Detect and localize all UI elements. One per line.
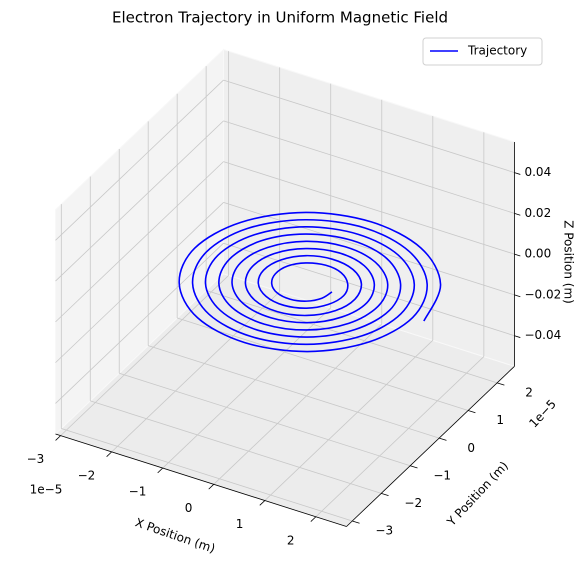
grid-line [223, 202, 515, 296]
z-axis-label: Z Position (m) [562, 220, 574, 304]
x-tick [259, 500, 266, 506]
x-offset-label: 1e−5 [30, 483, 63, 497]
x-tick [55, 435, 61, 441]
y-tick [381, 492, 389, 497]
y-tick-label: −3 [375, 524, 393, 538]
z-tick [514, 212, 521, 216]
z-tick-label: −0.02 [524, 287, 561, 301]
grid-line [55, 161, 224, 323]
grid-line [177, 317, 469, 411]
x-tick [208, 484, 215, 490]
z-tick [514, 253, 521, 257]
x-axis-label: X Position (m) [133, 515, 217, 555]
x-tick-label: −3 [27, 452, 45, 466]
z-tick-label: 0.02 [524, 206, 551, 220]
legend: Trajectory [422, 37, 543, 66]
grid-line [61, 428, 353, 522]
grid-line [315, 356, 485, 518]
y-offset-label: 1e−5 [526, 397, 559, 430]
x-tick-label: 0 [185, 501, 193, 515]
y-tick-label: 1 [496, 413, 504, 427]
grid-line [223, 79, 515, 173]
z-tick-label: −0.04 [524, 328, 561, 342]
x-axis-line [55, 433, 347, 527]
legend-label: Trajectory [467, 44, 527, 58]
x-tick [310, 516, 317, 522]
grid-line [60, 275, 229, 436]
z-tick-label: 0.04 [524, 165, 551, 179]
x-tick [157, 467, 163, 474]
x-tick-label: −1 [129, 485, 147, 499]
grid-line [111, 291, 280, 453]
grid-line [55, 242, 224, 404]
y-axis-label: Y Position (m) [444, 459, 511, 530]
grid-line [55, 202, 224, 363]
grid-line [223, 120, 515, 214]
grid-line [223, 161, 515, 255]
z-tick [514, 294, 521, 298]
z-tick [514, 172, 521, 175]
chart-title: Electron Trajectory in Uniform Magnetic … [112, 9, 448, 27]
y-tick-label: 2 [525, 386, 533, 400]
grid-line [119, 372, 411, 467]
x-tick-label: −2 [78, 468, 96, 482]
grid-line [55, 120, 224, 282]
y-axis-line [346, 366, 515, 527]
grid-line [213, 323, 383, 485]
x-tick [106, 451, 112, 457]
y-tick-label: −2 [404, 496, 422, 510]
y-tick [410, 465, 418, 469]
grid-line [162, 307, 331, 469]
z-tick [514, 335, 521, 338]
trajectory-line [178, 211, 442, 353]
y-tick [468, 410, 476, 414]
y-tick [439, 437, 447, 441]
y-tick-label: −1 [433, 468, 451, 482]
y-tick [352, 520, 360, 524]
grid-line [148, 345, 440, 439]
grid-line [223, 242, 515, 337]
grid-line [90, 400, 382, 494]
x-tick-label: 1 [236, 517, 244, 531]
legend-box [422, 37, 543, 66]
x-tick-label: 2 [287, 533, 295, 547]
y-tick [496, 382, 505, 386]
grid-line [206, 289, 498, 384]
grid-line [264, 340, 434, 501]
y-tick-label: 0 [467, 441, 475, 455]
grid-line [55, 79, 224, 241]
z-tick-label: 0.00 [524, 247, 551, 261]
